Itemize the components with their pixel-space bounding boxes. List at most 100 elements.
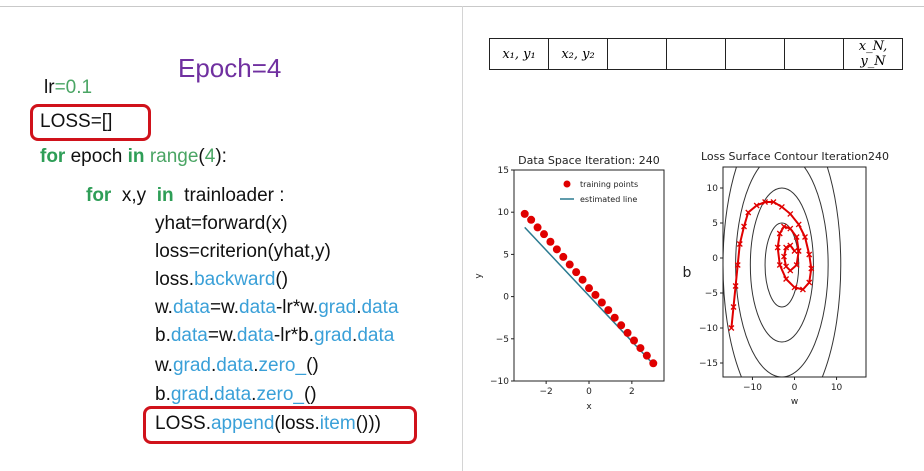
path-point [774, 244, 781, 251]
training-point [546, 237, 555, 246]
epoch-title: Epoch=4 [178, 53, 282, 83]
path-point [770, 199, 777, 205]
contour-line [764, 222, 800, 308]
training-point [585, 284, 593, 293]
y-tick-label: 5 [503, 250, 509, 260]
path-point [728, 325, 735, 331]
range-arg: 4 [204, 146, 216, 167]
in-keyword: in [127, 146, 145, 167]
path-point [802, 234, 808, 240]
contour-line [749, 187, 814, 343]
descent-path [730, 201, 813, 329]
path-point [793, 234, 800, 240]
path-point [776, 262, 783, 268]
path-point [753, 202, 760, 209]
path-point [795, 221, 802, 228]
path-point [806, 279, 813, 286]
y-tick-label: −5 [705, 289, 718, 299]
training-point [540, 230, 548, 239]
in-keyword-2: in [156, 185, 174, 206]
x-tick-label: −2 [540, 387, 553, 397]
training-point [617, 321, 626, 330]
training-point [527, 215, 536, 224]
path-point [787, 225, 794, 232]
xy-vars: x,y [111, 185, 157, 206]
contour-line [735, 167, 829, 377]
path-point [783, 276, 790, 282]
training-point [623, 328, 632, 337]
training-point [572, 268, 581, 277]
table-cell [607, 38, 667, 70]
y-tick-label: 10 [498, 208, 510, 218]
loss-contour-chart: Loss Surface Contour Iteration240 −10 0 10 −… [683, 150, 890, 407]
chart-title: Data Space Iteration: 240 [518, 154, 660, 167]
path-point [787, 267, 794, 274]
path-point [793, 262, 800, 268]
lr-line: lr=0.1 [44, 77, 92, 99]
chart-title: Loss Surface Contour Iteration240 [701, 150, 889, 163]
path-point [783, 244, 790, 251]
loss-init-line: LOSS=[] [40, 111, 113, 132]
w-update-line: w.data=w.data-lr*w.grad.data [155, 297, 399, 318]
append-line: LOSS.append(loss.item())) [155, 413, 382, 434]
y-tick-label: 0 [712, 254, 718, 264]
path-point [787, 210, 794, 217]
training-point [559, 252, 568, 261]
table-cell: x_N, y_N [843, 38, 903, 70]
for-keyword-2: for [86, 185, 112, 206]
x-tick-label: 0 [792, 383, 798, 393]
y-tick-label: −5 [496, 335, 509, 345]
training-point [649, 359, 658, 368]
path-point [799, 286, 806, 293]
lr-op: = [54, 77, 66, 98]
append-highlight [143, 406, 417, 444]
training-point [565, 260, 574, 269]
path-point [762, 199, 769, 205]
path-point [732, 283, 739, 289]
for-epoch-line: for epoch in range(4): [40, 146, 227, 168]
table-cell [666, 38, 726, 70]
epoch-var: epoch [65, 146, 128, 167]
for-keyword: for [40, 146, 66, 167]
for-xy-line: for x,y in trainloader : [86, 185, 285, 207]
training-point [610, 313, 619, 322]
training-point [642, 351, 651, 360]
loss-init-highlight [30, 104, 151, 141]
legend-training-label: training points [580, 180, 638, 189]
path-point [781, 223, 787, 230]
path-point [745, 209, 752, 216]
panel-divider [462, 6, 463, 471]
legend-point-marker [563, 180, 571, 188]
training-point [604, 306, 613, 315]
x-axis-label: x [586, 402, 592, 412]
data-points-table: x₁, y₁ x₂, y₂ x_N, y_N [489, 38, 903, 70]
x-tick-label: 0 [586, 387, 592, 397]
y-axis-label: y [474, 273, 484, 279]
path-point [791, 248, 798, 254]
path-point [808, 265, 815, 272]
path-point [736, 241, 743, 247]
loss-line: loss=criterion(yhat,y) [155, 241, 331, 262]
x-axis-label: w [791, 397, 798, 407]
b-update-line: b.data=w.data-lr*b.grad.data [155, 325, 395, 346]
y-tick-label: 0 [503, 293, 509, 303]
yhat-line: yhat=forward(x) [155, 213, 288, 234]
path-point [741, 223, 747, 230]
table-cell [725, 38, 785, 70]
path-point [734, 262, 741, 268]
training-point [591, 290, 600, 299]
training-point [578, 275, 587, 284]
training-point [533, 223, 542, 232]
legend-line-label: estimated line [580, 195, 637, 204]
plot-background [723, 167, 866, 377]
table-cell: x₂, y₂ [548, 38, 608, 70]
range-fn: range [144, 146, 199, 167]
contour-layer [723, 167, 842, 377]
b-zero-line: b.grad.data.zero_() [155, 384, 317, 405]
lr-name: lr [44, 77, 55, 98]
table-cell [784, 38, 844, 70]
y-tick-label: 5 [712, 219, 718, 229]
path-point [730, 304, 737, 310]
path-point [778, 203, 785, 210]
training-point [630, 336, 638, 345]
